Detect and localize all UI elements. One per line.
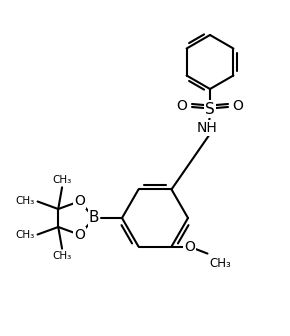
Text: O: O bbox=[75, 194, 85, 208]
Text: CH₃: CH₃ bbox=[52, 175, 72, 185]
Text: CH₃: CH₃ bbox=[52, 251, 72, 261]
Text: O: O bbox=[75, 228, 85, 242]
Text: B: B bbox=[89, 210, 99, 225]
Text: O: O bbox=[233, 98, 243, 113]
Text: S: S bbox=[205, 101, 215, 117]
Text: CH₃: CH₃ bbox=[15, 229, 35, 240]
Text: NH: NH bbox=[197, 121, 218, 135]
Text: CH₃: CH₃ bbox=[15, 197, 35, 207]
Text: CH₃: CH₃ bbox=[209, 257, 231, 269]
Text: O: O bbox=[177, 98, 187, 113]
Text: O: O bbox=[184, 240, 195, 254]
